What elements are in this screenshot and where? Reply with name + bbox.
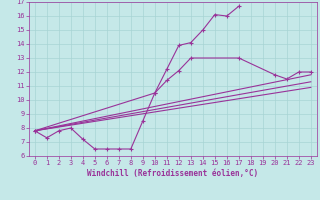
X-axis label: Windchill (Refroidissement éolien,°C): Windchill (Refroidissement éolien,°C) <box>87 169 258 178</box>
